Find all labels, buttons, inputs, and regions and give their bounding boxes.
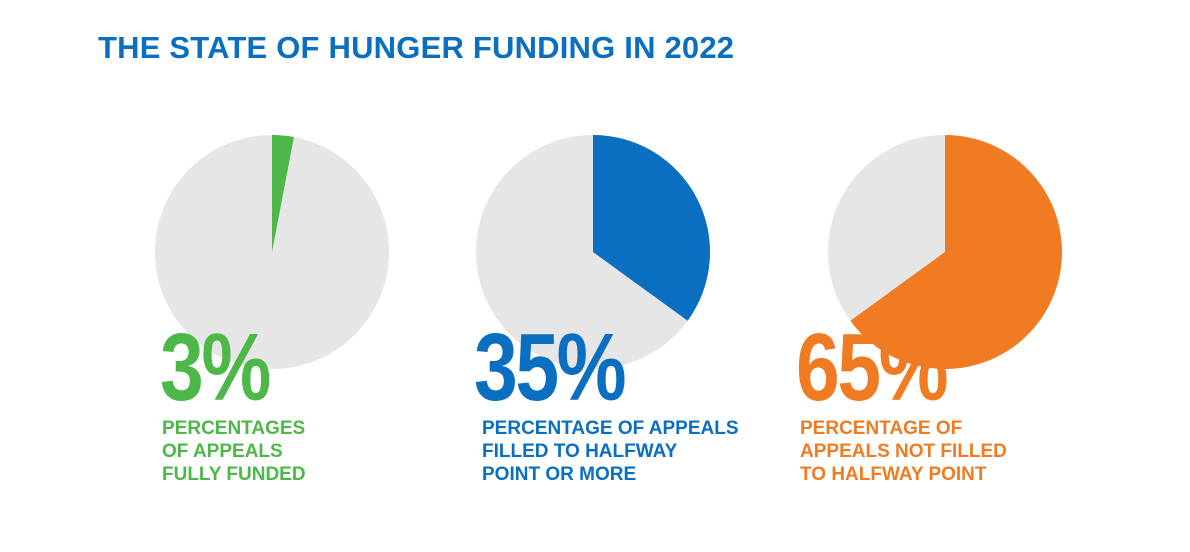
- description-line: POINT OR MORE: [482, 464, 637, 485]
- description-line: PERCENTAGES: [162, 418, 306, 439]
- description-line: APPEALS NOT FILLED: [800, 441, 1007, 462]
- description-line: OF APPEALS: [162, 441, 283, 462]
- pie-slice-not-halfway: [850, 135, 1062, 369]
- page-title: THE STATE OF HUNGER FUNDING IN 2022: [98, 30, 735, 65]
- stat-description: PERCENTAGE OF APPEALS FILLED TO HALFWAY …: [482, 417, 739, 486]
- description-line: PERCENTAGE OF: [800, 418, 963, 439]
- stat-value: 65%: [796, 314, 949, 421]
- pie-slice-fully-funded: [272, 135, 294, 252]
- stat-description: PERCENTAGE OF APPEALS NOT FILLED TO HALF…: [800, 417, 1007, 486]
- stat-value: 35%: [474, 314, 627, 421]
- description-line: FILLED TO HALFWAY: [482, 441, 678, 462]
- description-line: TO HALFWAY POINT: [800, 464, 987, 485]
- description-line: FULLY FUNDED: [162, 464, 306, 485]
- description-line: PERCENTAGE OF APPEALS: [482, 418, 739, 439]
- pie-slice-halfway-or-more: [593, 135, 711, 321]
- stat-description: PERCENTAGES OF APPEALS FULLY FUNDED: [162, 417, 306, 486]
- stat-value: 3%: [160, 314, 271, 421]
